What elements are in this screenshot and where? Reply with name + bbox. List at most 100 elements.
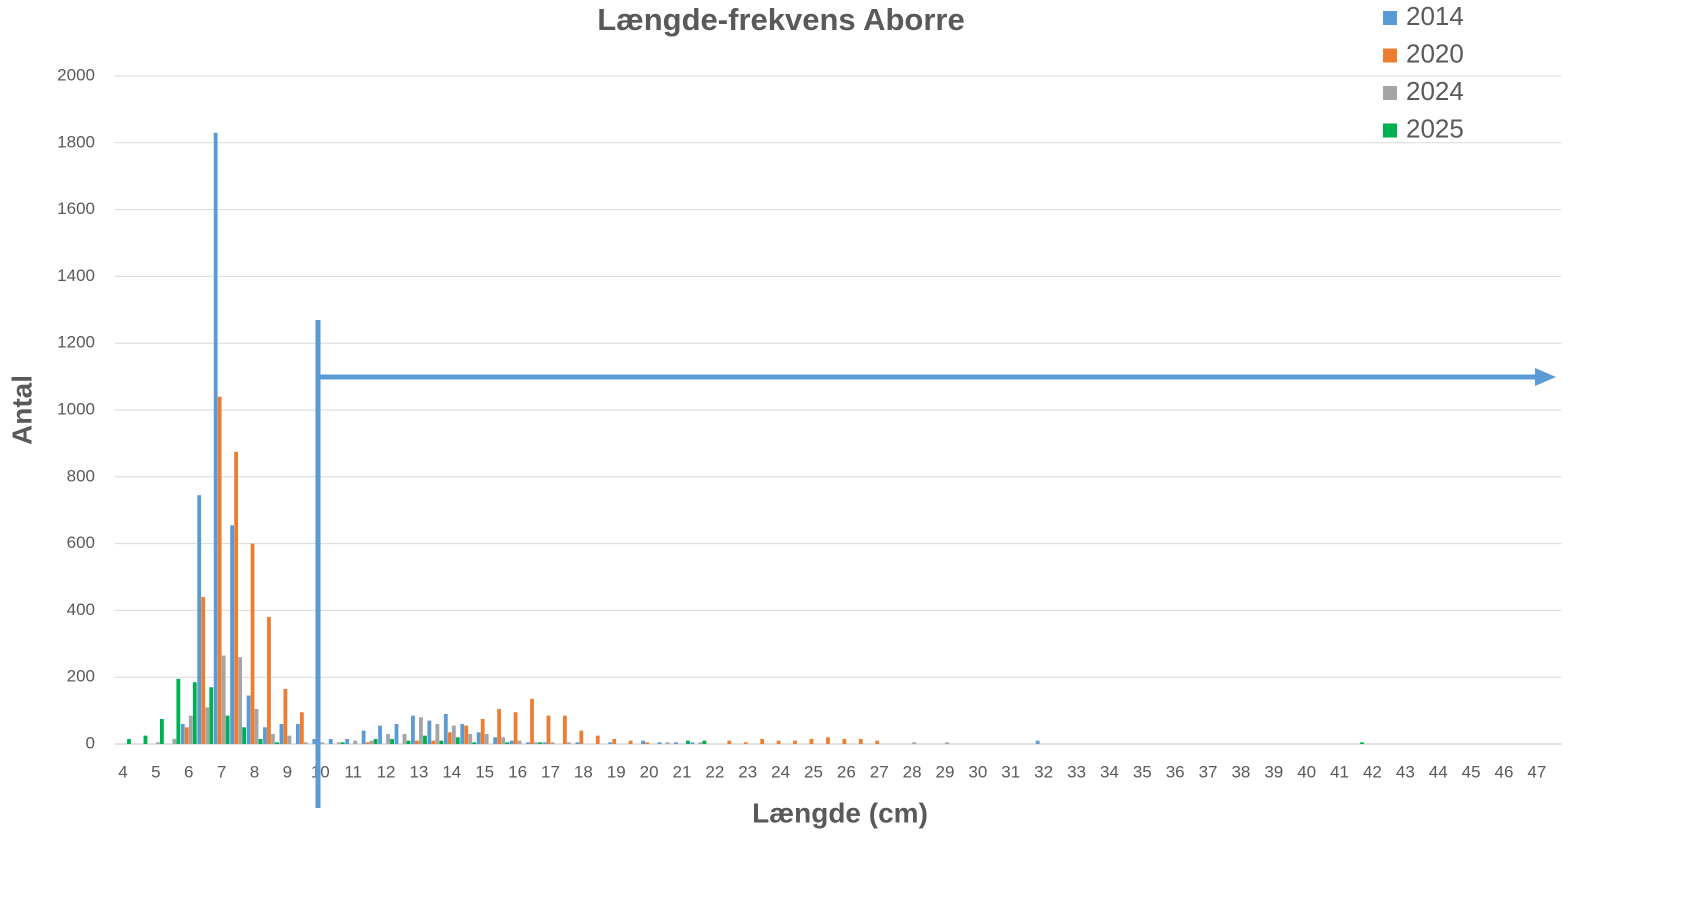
- x-tick-label: 40: [1297, 762, 1316, 781]
- x-tick-label: 45: [1462, 762, 1481, 781]
- bar: [299, 712, 304, 744]
- x-tick-label: 42: [1363, 762, 1382, 781]
- bar: [727, 740, 732, 744]
- x-tick-label: 26: [837, 762, 856, 781]
- bar: [579, 730, 584, 744]
- arrow-head: [1535, 368, 1556, 386]
- bar: [143, 735, 148, 744]
- bar: [858, 738, 863, 744]
- bar: [180, 723, 185, 744]
- bar: [221, 655, 226, 744]
- y-tick-label: 200: [67, 667, 95, 686]
- x-tick-label: 15: [475, 762, 494, 781]
- bar: [188, 715, 193, 744]
- x-tick-label: 32: [1034, 762, 1053, 781]
- x-tick-label: 47: [1527, 762, 1546, 781]
- bar: [760, 738, 765, 744]
- bar: [411, 715, 415, 744]
- bar: [415, 740, 419, 744]
- bar: [628, 740, 633, 744]
- x-tick-label: 6: [184, 762, 193, 781]
- legend-swatch: [1383, 86, 1397, 100]
- bar: [205, 707, 210, 744]
- bar: [283, 688, 288, 744]
- y-tick-label: 1800: [57, 132, 95, 151]
- bar: [209, 687, 214, 744]
- bar: [686, 740, 690, 744]
- x-tick-label: 13: [409, 762, 428, 781]
- x-axis-label: Længde (cm): [752, 797, 928, 828]
- legend-label: 2014: [1406, 1, 1464, 31]
- legend-label: 2020: [1406, 38, 1464, 68]
- bar: [460, 723, 465, 744]
- bar: [595, 735, 600, 744]
- x-tick-label: 14: [442, 762, 461, 781]
- y-tick-label: 400: [67, 600, 95, 619]
- x-tick-label: 24: [771, 762, 790, 781]
- x-tick-label: 25: [804, 762, 823, 781]
- bar: [455, 737, 460, 744]
- bar: [328, 738, 333, 744]
- y-tick-label: 1200: [57, 333, 95, 352]
- bar: [702, 740, 707, 744]
- bar: [230, 525, 234, 744]
- bar: [225, 715, 230, 744]
- bar: [665, 742, 670, 744]
- legend-label: 2024: [1406, 76, 1464, 106]
- bar: [271, 733, 275, 744]
- bar: [509, 740, 514, 744]
- bar: [378, 725, 382, 744]
- bar: [386, 733, 390, 744]
- bar: [842, 738, 847, 744]
- bar: [263, 727, 267, 744]
- bar: [197, 495, 202, 744]
- bar: [566, 742, 571, 744]
- bar: [674, 742, 678, 744]
- x-tick-label: 29: [936, 762, 955, 781]
- x-tick-label: 4: [118, 762, 127, 781]
- x-tick-label: 16: [508, 762, 527, 781]
- bar: [743, 742, 748, 744]
- x-tick-label: 34: [1100, 762, 1119, 781]
- bar: [303, 742, 308, 744]
- bar: [875, 740, 880, 744]
- bar: [361, 730, 366, 744]
- bar: [217, 396, 222, 744]
- bar: [435, 723, 440, 744]
- x-tick-label: 41: [1330, 762, 1349, 781]
- bar: [641, 740, 645, 744]
- bar: [369, 740, 374, 744]
- bar: [513, 712, 518, 744]
- bar: [320, 742, 325, 744]
- bar: [406, 740, 411, 744]
- bar: [155, 742, 160, 744]
- x-tick-label: 17: [541, 762, 560, 781]
- bar: [159, 718, 164, 744]
- bar: [1035, 740, 1040, 744]
- x-tick-label: 37: [1199, 762, 1218, 781]
- bar: [373, 738, 378, 744]
- bar: [353, 740, 358, 744]
- bar: [312, 738, 317, 744]
- x-tick-label: 21: [673, 762, 692, 781]
- bar: [1360, 742, 1364, 744]
- bar: [826, 737, 830, 744]
- bar: [493, 737, 498, 744]
- bar: [945, 742, 949, 744]
- bar: [287, 735, 292, 744]
- x-tick-label: 38: [1231, 762, 1250, 781]
- y-tick-label: 1400: [57, 266, 95, 285]
- bar: [127, 738, 131, 744]
- bar: [192, 682, 197, 744]
- x-tick-label: 36: [1166, 762, 1185, 781]
- bar: [238, 657, 242, 744]
- bar: [439, 740, 444, 744]
- bar: [336, 742, 341, 744]
- x-tick-label: 33: [1067, 762, 1086, 781]
- bar: [201, 597, 206, 744]
- bar: [250, 543, 255, 744]
- bar: [394, 723, 399, 744]
- bar: [275, 742, 279, 744]
- bar: [612, 738, 617, 744]
